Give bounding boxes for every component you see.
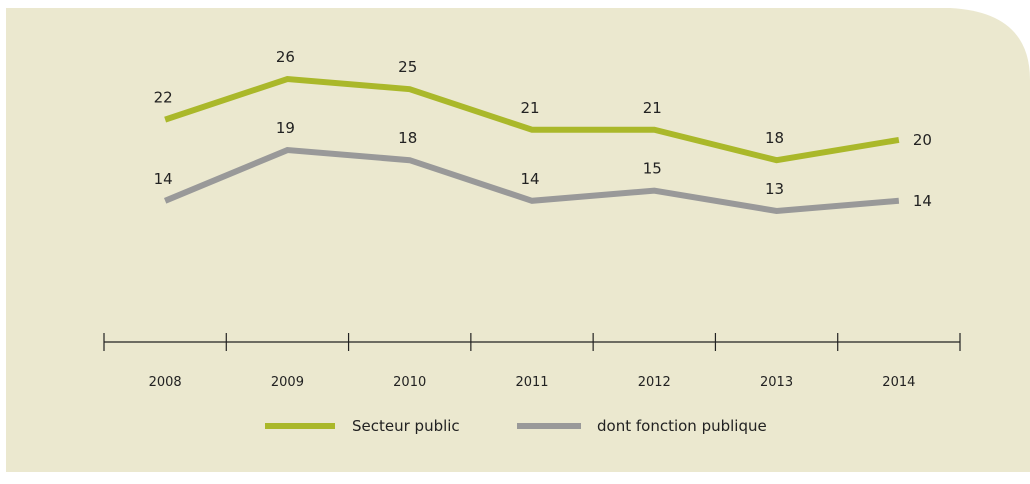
data-label: 25: [398, 58, 417, 76]
series-line-fonction-publique: [163, 147, 900, 214]
data-label: 21: [643, 99, 662, 117]
data-label: 26: [276, 48, 295, 66]
x-tick-label: 2009: [271, 375, 304, 390]
data-label: 14: [913, 192, 932, 210]
data-label: 20: [913, 131, 932, 149]
chart-background: [6, 8, 1030, 472]
x-tick-label: 2010: [393, 375, 426, 390]
data-label: 14: [154, 170, 173, 188]
x-tick-label: 2011: [515, 375, 548, 390]
data-label: 18: [765, 129, 784, 147]
x-axis: 2008 2009 2010 2011 2012 2013 2014: [103, 333, 961, 390]
data-label: 19: [276, 119, 295, 137]
x-tick-label: 2008: [149, 375, 182, 390]
x-tick-label: 2013: [760, 375, 793, 390]
data-label: 15: [643, 160, 662, 178]
data-label: 22: [154, 89, 173, 107]
x-tick-label: 2014: [882, 375, 915, 390]
legend: Secteur public dont fonction publique: [265, 417, 767, 435]
data-labels: 22 26 25 21 21 18 20 14 19 18 14 15 13 14: [154, 48, 932, 210]
legend-label: dont fonction publique: [597, 417, 767, 435]
x-tick-label: 2012: [638, 375, 671, 390]
series-layer: [163, 75, 900, 214]
data-label: 13: [765, 180, 784, 198]
data-label: 21: [520, 99, 539, 117]
data-label: 14: [520, 170, 539, 188]
series-line-secteur-public: [164, 75, 900, 164]
legend-label: Secteur public: [352, 417, 460, 435]
data-label: 18: [398, 129, 417, 147]
